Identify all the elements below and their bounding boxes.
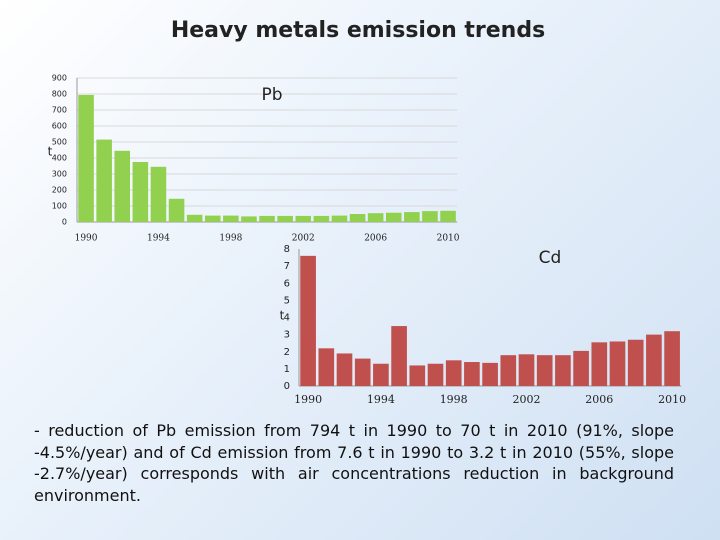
x-tick-label: 1998 bbox=[219, 234, 242, 244]
bar bbox=[241, 216, 257, 222]
x-tick-label: 1994 bbox=[147, 234, 170, 244]
bar bbox=[300, 255, 316, 386]
bar bbox=[336, 353, 353, 386]
y-tick-label: 600 bbox=[52, 122, 67, 131]
bar bbox=[331, 215, 348, 222]
bar bbox=[385, 212, 402, 222]
x-tick-label: 1990 bbox=[294, 393, 322, 406]
x-tick-label: 2006 bbox=[585, 393, 613, 406]
y-tick-label: 4 bbox=[284, 313, 290, 324]
y-axis-label: t bbox=[48, 145, 53, 159]
y-tick-label: 0 bbox=[62, 218, 67, 227]
bar bbox=[573, 350, 589, 386]
x-tick-label: 2010 bbox=[437, 234, 460, 244]
bar bbox=[646, 334, 662, 386]
y-tick-label: 100 bbox=[52, 202, 67, 211]
x-tick-label: 2010 bbox=[658, 393, 686, 406]
x-tick-label: 2002 bbox=[292, 234, 315, 244]
bar bbox=[114, 150, 131, 222]
y-tick-label: 900 bbox=[52, 74, 67, 83]
bar bbox=[591, 342, 608, 386]
annotation: Pb bbox=[261, 85, 282, 105]
bar bbox=[132, 162, 149, 222]
bar bbox=[277, 215, 293, 222]
bar bbox=[427, 363, 444, 386]
y-tick-label: 6 bbox=[284, 278, 290, 289]
bar bbox=[204, 215, 221, 222]
bar bbox=[168, 198, 185, 222]
caption: - reduction of Pb emission from 794 t in… bbox=[34, 421, 674, 505]
y-tick-label: 0 bbox=[284, 381, 290, 392]
bar bbox=[464, 362, 480, 386]
y-tick-label: 700 bbox=[52, 106, 67, 115]
bar bbox=[555, 355, 571, 386]
bar bbox=[409, 365, 426, 386]
y-tick-label: 200 bbox=[52, 186, 67, 195]
slide-title: Heavy metals emission trends bbox=[171, 18, 545, 43]
bar bbox=[482, 362, 498, 386]
bar bbox=[313, 215, 330, 222]
bar bbox=[500, 355, 517, 386]
bar bbox=[223, 215, 239, 222]
bar bbox=[150, 166, 167, 222]
bar bbox=[609, 341, 626, 386]
bar bbox=[627, 339, 644, 386]
bar bbox=[445, 360, 462, 386]
y-tick-label: 3 bbox=[284, 330, 290, 341]
bar bbox=[318, 348, 335, 386]
bar bbox=[404, 212, 420, 222]
bar bbox=[664, 331, 680, 386]
bar bbox=[422, 211, 438, 222]
bar bbox=[536, 355, 553, 386]
y-tick-label: 500 bbox=[52, 138, 67, 147]
bar bbox=[373, 363, 389, 386]
bar bbox=[391, 326, 407, 386]
y-tick-label: 800 bbox=[52, 90, 67, 99]
y-axis-label: t bbox=[280, 309, 285, 323]
y-tick-label: 7 bbox=[284, 261, 290, 272]
bar bbox=[295, 215, 312, 222]
y-tick-label: 300 bbox=[52, 170, 67, 179]
bar bbox=[518, 354, 535, 386]
x-tick-label: 2006 bbox=[364, 234, 387, 244]
y-tick-label: 400 bbox=[52, 154, 67, 163]
bar bbox=[440, 210, 456, 222]
x-tick-label: 1994 bbox=[367, 393, 395, 406]
y-tick-label: 5 bbox=[284, 295, 290, 306]
bar bbox=[96, 139, 112, 222]
x-tick-label: 1990 bbox=[75, 234, 98, 244]
y-tick-label: 2 bbox=[284, 347, 290, 358]
bar bbox=[78, 94, 94, 222]
x-tick-label: 1998 bbox=[440, 393, 468, 406]
y-tick-label: 8 bbox=[284, 244, 290, 255]
bar bbox=[186, 214, 203, 222]
y-tick-label: 1 bbox=[284, 364, 290, 375]
bar bbox=[367, 213, 384, 222]
x-tick-label: 2002 bbox=[513, 393, 541, 406]
bar bbox=[259, 215, 275, 222]
charts: Heavy metals emission trends 0 100 200 300 4… bbox=[48, 18, 686, 406]
bar bbox=[354, 358, 371, 386]
bar bbox=[349, 214, 366, 222]
annotation: Cd bbox=[539, 248, 562, 268]
